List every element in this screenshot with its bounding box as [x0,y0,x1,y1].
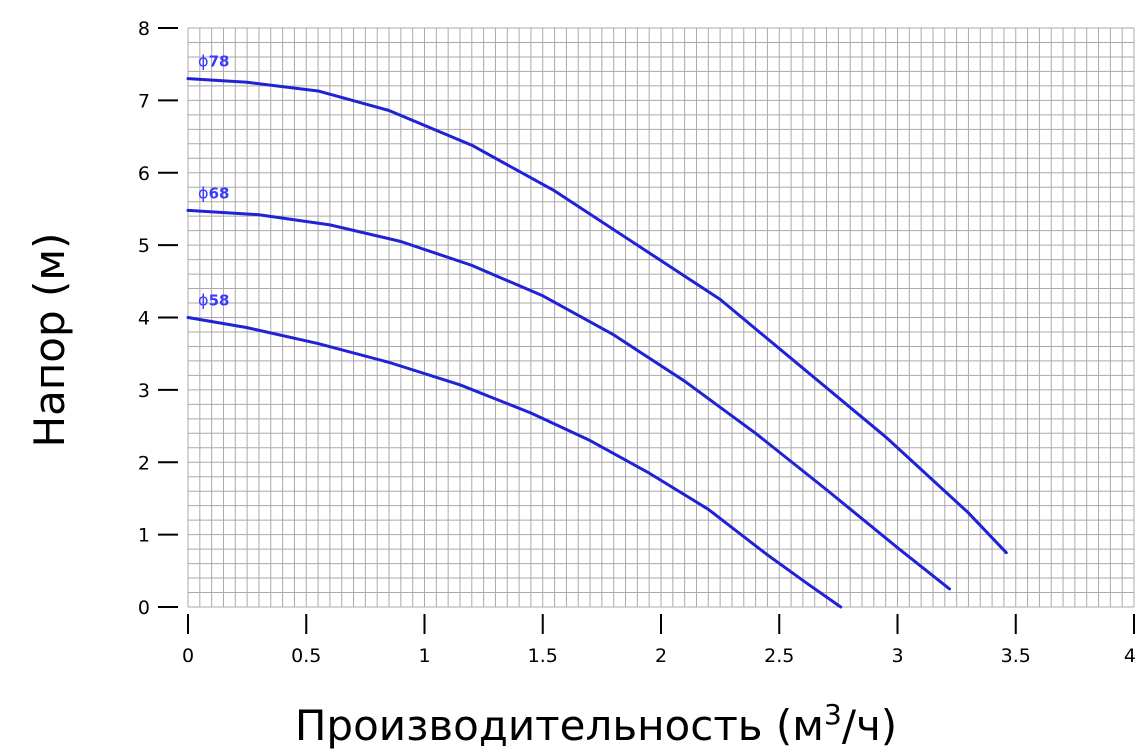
series-line [186,316,843,609]
y-tick-label: 8 [138,18,150,40]
y-tick-label: 4 [138,308,150,330]
series-label-symbol: ϕ [198,52,209,71]
series-label-number: 68 [209,184,230,202]
x-tick-label: 3 [891,645,903,667]
x-axis-title-superscript: 3 [824,698,842,731]
grid [187,27,1135,608]
x-tick-label: 2 [655,645,667,667]
y-tick-label: 0 [138,597,150,619]
y-tick-label: 1 [138,525,150,547]
x-tick-label: 1 [418,645,430,667]
series-lines [186,77,1008,609]
y-tick-label: 6 [138,163,150,185]
series-label: ϕ58 [198,291,229,310]
series-label-symbol: ϕ [198,291,209,310]
y-tick-label: 5 [138,235,150,257]
series-label: ϕ68 [198,183,229,202]
x-axis-title: Производительность (м3/ч) [295,698,897,750]
series-label-symbol: ϕ [198,183,209,202]
x-axis-title-main: Производительность (м [295,701,824,750]
series-line [186,77,1008,555]
x-tick-label: 0 [182,645,194,667]
series-label-number: 78 [209,53,230,71]
series-label: ϕ78 [198,52,229,71]
series-line [186,208,952,591]
x-tick-label: 1.5 [528,645,558,667]
x-tick-label: 2.5 [764,645,794,667]
y-axis-title: Напор (м) [25,233,74,448]
x-tick-label: 4 [1124,645,1136,667]
y-tick-label: 2 [138,452,150,474]
x-tick-label: 0.5 [291,645,321,667]
x-axis-title-tail: /ч) [842,701,897,750]
y-tick-label: 7 [138,90,150,112]
y-tick-label: 3 [138,380,150,402]
x-tick-label: 3.5 [1001,645,1031,667]
series-label-number: 58 [209,292,230,310]
